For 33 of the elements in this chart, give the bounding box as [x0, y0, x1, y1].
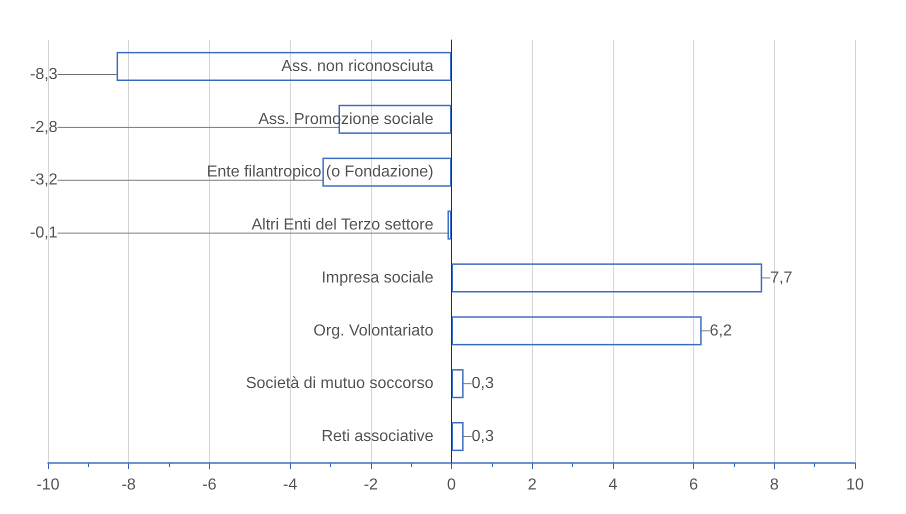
bar [447, 210, 452, 240]
bar [322, 158, 452, 187]
data-label: -8,3 [30, 66, 58, 83]
data-label: -3,2 [30, 172, 58, 189]
x-tick-label: -10 [36, 476, 60, 494]
data-label: 0,3 [472, 428, 494, 446]
data-label: 7,7 [770, 269, 793, 286]
data-label: 0,3 [472, 375, 494, 392]
bar [452, 369, 464, 398]
x-tick-label: -8 [122, 476, 136, 494]
x-tick-label: -2 [364, 476, 378, 494]
x-tick-label: -4 [282, 476, 298, 494]
y-tick-label: Società di mutuo soccorso [246, 375, 434, 392]
y-tick-label: Ass. non riconosciuta [281, 58, 434, 75]
x-tick-label: 4 [608, 476, 618, 494]
bar [452, 263, 762, 292]
x-tick-label: -6 [202, 476, 217, 494]
x-tick-label: 8 [770, 476, 779, 494]
x-tick-label: 6 [689, 476, 698, 494]
bar [116, 52, 452, 81]
y-tick-label: Reti associative [321, 428, 434, 446]
bar [452, 422, 464, 452]
y-tick-label: Impresa sociale [321, 269, 434, 286]
y-tick-label: Altri Enti del Terzo settore [251, 216, 434, 234]
bar [452, 316, 702, 346]
data-label: -2,8 [30, 118, 58, 136]
x-tick-label: 10 [846, 476, 864, 494]
data-label: -0,1 [30, 224, 58, 242]
data-label: 6,2 [710, 322, 732, 340]
y-tick-label: Org. Volontariato [313, 322, 434, 340]
y-tick-label: Ente filantropico (o Fondazione) [206, 164, 434, 181]
x-tick-label: 2 [528, 476, 537, 494]
x-tick-label: 0 [447, 476, 456, 494]
